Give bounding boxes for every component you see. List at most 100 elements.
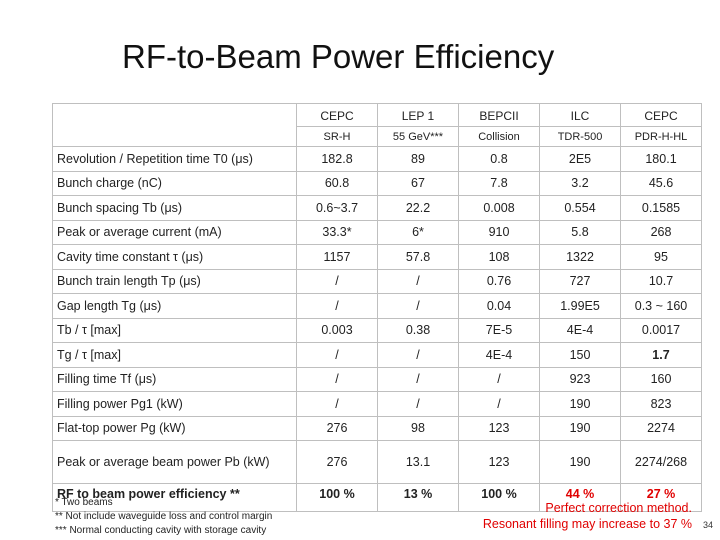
- table-row: Bunch spacing Tb (μs) 0.6~3.7 22.2 0.008 0.5…: [52, 195, 702, 221]
- table-row: Peak or average beam power Pb (kW) 276 13.…: [52, 440, 702, 484]
- column-name: BEPCII: [458, 103, 540, 127]
- cell: 4E-4: [539, 317, 621, 343]
- cell: 160: [620, 366, 702, 392]
- cell: 190: [539, 415, 621, 441]
- cell: 10.7: [620, 268, 702, 294]
- column-name: CEPC: [620, 103, 702, 127]
- cell: 0.554: [539, 195, 621, 221]
- cell: /: [377, 342, 459, 368]
- cell: 0.1585: [620, 195, 702, 221]
- column-sub: PDR-H-HL: [620, 126, 702, 147]
- cell: 7.8: [458, 170, 540, 196]
- cell: /: [296, 342, 378, 368]
- cell: 923: [539, 366, 621, 392]
- row-label: Tb / τ [max]: [52, 317, 297, 343]
- cell: 108: [458, 244, 540, 270]
- cell: 98: [377, 415, 459, 441]
- cell: 180.1: [620, 146, 702, 172]
- table-row: Tb / τ [max] 0.003 0.38 7E-5 4E-4 0.0017: [52, 317, 702, 343]
- cell: /: [296, 268, 378, 294]
- cell: /: [296, 391, 378, 417]
- cell: 2274/268: [620, 440, 702, 484]
- cell: 190: [539, 391, 621, 417]
- row-label: Filling power Pg1 (kW): [52, 391, 297, 417]
- footnotes: * Two beams ** Not include waveguide loss…: [55, 496, 272, 538]
- table-row: Filling time Tf (μs) / //923 160: [52, 366, 702, 392]
- cell: /: [377, 391, 459, 417]
- cell: 13 %: [377, 483, 459, 512]
- notes: Perfect correction method. Resonant filli…: [483, 500, 692, 532]
- cell: 823: [620, 391, 702, 417]
- table-row: Revolution / Repetition time T0 (μs) 182.…: [52, 146, 702, 172]
- cell: 5.8: [539, 219, 621, 245]
- cell: 89: [377, 146, 459, 172]
- cell: /: [458, 391, 540, 417]
- cell: 6*: [377, 219, 459, 245]
- table-row: Filling power Pg1 (kW) / //190 823: [52, 391, 702, 417]
- table-row: RF to beam power efficiency ** 100 % 13 % 1…: [52, 483, 702, 512]
- data-table: CEPC LEP 1 BEPCII ILC CEPC SR-H 55 GeV*** Colli…: [52, 103, 702, 512]
- cell: 0.04: [458, 293, 540, 319]
- cell: 2E5: [539, 146, 621, 172]
- cell: 123: [458, 415, 540, 441]
- cell: 268: [620, 219, 702, 245]
- column-name: CEPC: [296, 103, 378, 127]
- cell: 27 %: [620, 483, 702, 512]
- column-sub: SR-H: [296, 126, 378, 147]
- cell: 2274: [620, 415, 702, 441]
- cell: 0.008: [458, 195, 540, 221]
- cell: 7E-5: [458, 317, 540, 343]
- cell: 150: [539, 342, 621, 368]
- cell: 33.3*: [296, 219, 378, 245]
- row-label: Revolution / Repetition time T0 (μs): [52, 146, 297, 172]
- row-label: RF to beam power efficiency **: [52, 483, 297, 512]
- column-name: LEP 1: [377, 103, 459, 127]
- column-sub: 55 GeV***: [377, 126, 459, 147]
- note: Perfect correction method.: [545, 501, 692, 515]
- cell: 0.38: [377, 317, 459, 343]
- cell: 57.8: [377, 244, 459, 270]
- cell: 13.1: [377, 440, 459, 484]
- cell: 0.3 ~ 160: [620, 293, 702, 319]
- cell: 0.8: [458, 146, 540, 172]
- cell: 123: [458, 440, 540, 484]
- row-label: Gap length Tg (μs): [52, 293, 297, 319]
- row-label: Flat-top power Pg (kW): [52, 415, 297, 441]
- cell: 182.8: [296, 146, 378, 172]
- row-label: Filling time Tf (μs): [52, 366, 297, 392]
- cell: 0.6~3.7: [296, 195, 378, 221]
- note: Resonant filling may increase to 37 %: [482, 517, 692, 531]
- footnote: *** Normal conducting cavity with storag…: [55, 525, 267, 536]
- cell: 0.0017: [620, 317, 702, 343]
- cell: 0.76: [458, 268, 540, 294]
- row-label: Cavity time constant τ (μs): [52, 244, 297, 270]
- subheader-row: SR-H 55 GeV*** Collision TDR-500 PDR-H-HL: [53, 126, 702, 147]
- cell: 190: [539, 440, 621, 484]
- column-name: ILC: [539, 103, 621, 127]
- row-label: Bunch spacing Tb (μs): [52, 195, 297, 221]
- cell: 44 %: [539, 483, 621, 512]
- row-label: Bunch charge (nC): [52, 170, 297, 196]
- cell: /: [377, 268, 459, 294]
- slide-title: RF-to-Beam Power Efficiency: [122, 38, 555, 75]
- table-row: Peak or average current (mA) 33.3* 6* 910 5.…: [52, 219, 702, 245]
- cell: 22.2: [377, 195, 459, 221]
- column-sub: Collision: [458, 126, 540, 147]
- cell: /: [296, 366, 378, 392]
- cell: 60.8: [296, 170, 378, 196]
- cell: 100 %: [458, 483, 540, 512]
- cell: 276: [296, 415, 378, 441]
- table-row: Flat-top power Pg (kW) 276 98 123 190 2274: [52, 415, 702, 441]
- cell: /: [458, 366, 540, 392]
- cell: 67: [377, 170, 459, 196]
- table-row: Tg / τ [max] //4E-4 150 1.7: [52, 342, 702, 368]
- cell: 1322: [539, 244, 621, 270]
- row-label: Peak or average beam power Pb (kW): [52, 440, 297, 484]
- cell: 1.99E5: [539, 293, 621, 319]
- footnote: ** Not include waveguide loss and contro…: [55, 511, 273, 522]
- cell: 0.003: [296, 317, 378, 343]
- table-row: Cavity time constant τ (μs) 1157 57.8 108 13…: [52, 244, 702, 270]
- cell: 4E-4: [458, 342, 540, 368]
- cell: 3.2: [539, 170, 621, 196]
